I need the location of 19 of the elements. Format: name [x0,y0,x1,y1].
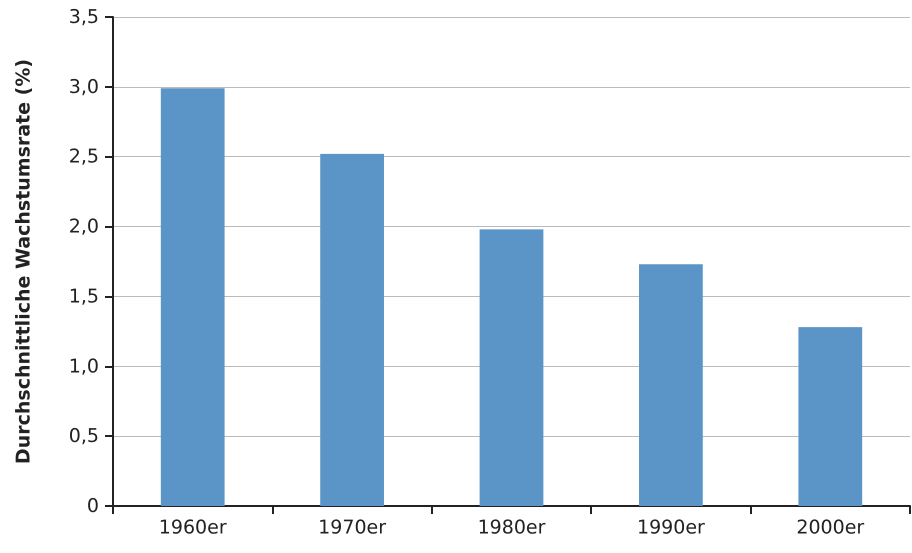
bar [639,264,703,506]
y-tick-label: 1,0 [68,355,99,378]
y-tick-label: 0,5 [68,425,99,448]
bar [320,154,384,506]
y-tick-label: 0 [86,495,99,517]
y-tick-label: 1,5 [68,285,99,308]
bar [160,88,225,506]
x-tick-label: 1970er [318,516,386,538]
x-tick-label: 1990er [636,516,706,538]
x-tick-label: 2000er [796,516,864,538]
x-tick-label: 1960er [158,516,227,538]
y-tick-label: 3,0 [68,76,99,98]
y-axis-title: Durchschnittliche Wachstumsrate (%) [12,58,34,464]
x-tick-label: 1980er [478,516,546,538]
bar [480,229,544,506]
y-tick-label: 3,5 [68,6,99,28]
y-tick-label: 2,0 [68,216,99,238]
y-tick-label: 2,5 [68,146,99,168]
bar [798,327,862,506]
